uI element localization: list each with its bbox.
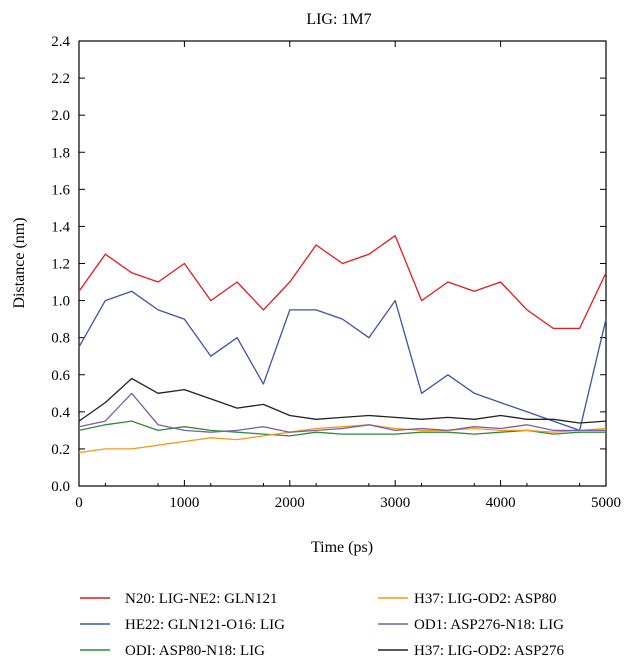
- x-tick-label: 0: [75, 495, 83, 511]
- legend-label: H37: LIG-OD2: ASP276: [414, 643, 565, 659]
- x-axis-title: Time (ps): [311, 539, 373, 556]
- series-line-4: [78, 392, 606, 433]
- x-tick-label: 1000: [169, 495, 199, 511]
- legend-label: H37: LIG-OD2: ASP80: [414, 591, 557, 607]
- series-group: [78, 235, 607, 454]
- series-line-5: [78, 377, 607, 424]
- legend-label: OD1: ASP276-N18: LIG: [414, 617, 564, 633]
- y-tick-label: 2.2: [51, 71, 70, 87]
- y-tick-label: 2.0: [51, 108, 70, 124]
- series-line-3: [78, 424, 607, 454]
- legend-label: N20: LIG-NE2: GLN121: [125, 591, 277, 607]
- x-tick-label: 5000: [591, 495, 621, 511]
- y-tick-label: 2.4: [51, 34, 70, 50]
- y-tick-label: 1.0: [51, 294, 70, 310]
- y-tick-label: 0.2: [51, 442, 70, 458]
- x-tick-label: 4000: [486, 495, 516, 511]
- y-tick-label: 1.6: [51, 182, 70, 198]
- y-tick-label: 0.4: [51, 405, 70, 421]
- y-tick-label: 1.4: [51, 219, 70, 235]
- legend-label: HE22: GLN121-O16: LIG: [125, 617, 285, 633]
- y-axis-title: Distance (nm): [11, 217, 28, 308]
- chart-title: LIG: 1M7: [306, 11, 371, 28]
- y-tick-label: 0.6: [51, 368, 70, 384]
- legend-label: ODI: ASP80-N18: LIG: [125, 643, 265, 659]
- y-tick-label: 0.0: [51, 479, 70, 495]
- y-tick-label: 1.2: [51, 257, 70, 273]
- series-line-0: [78, 235, 607, 330]
- y-tick-label: 1.8: [51, 145, 70, 161]
- axis-ticks: 0 1000 2000 3000 4000 5000 0.0 0.2 0.4 0.6 0.8 1.0 1…: [51, 34, 621, 511]
- x-tick-label: 3000: [380, 495, 410, 511]
- x-tick-label: 2000: [275, 495, 305, 511]
- series-line-1: [78, 290, 607, 432]
- y-tick-label: 0.8: [51, 331, 70, 347]
- legend: N20: LIG-NE2: GLN121 HE22: GLN121-O16: LI…: [80, 591, 565, 659]
